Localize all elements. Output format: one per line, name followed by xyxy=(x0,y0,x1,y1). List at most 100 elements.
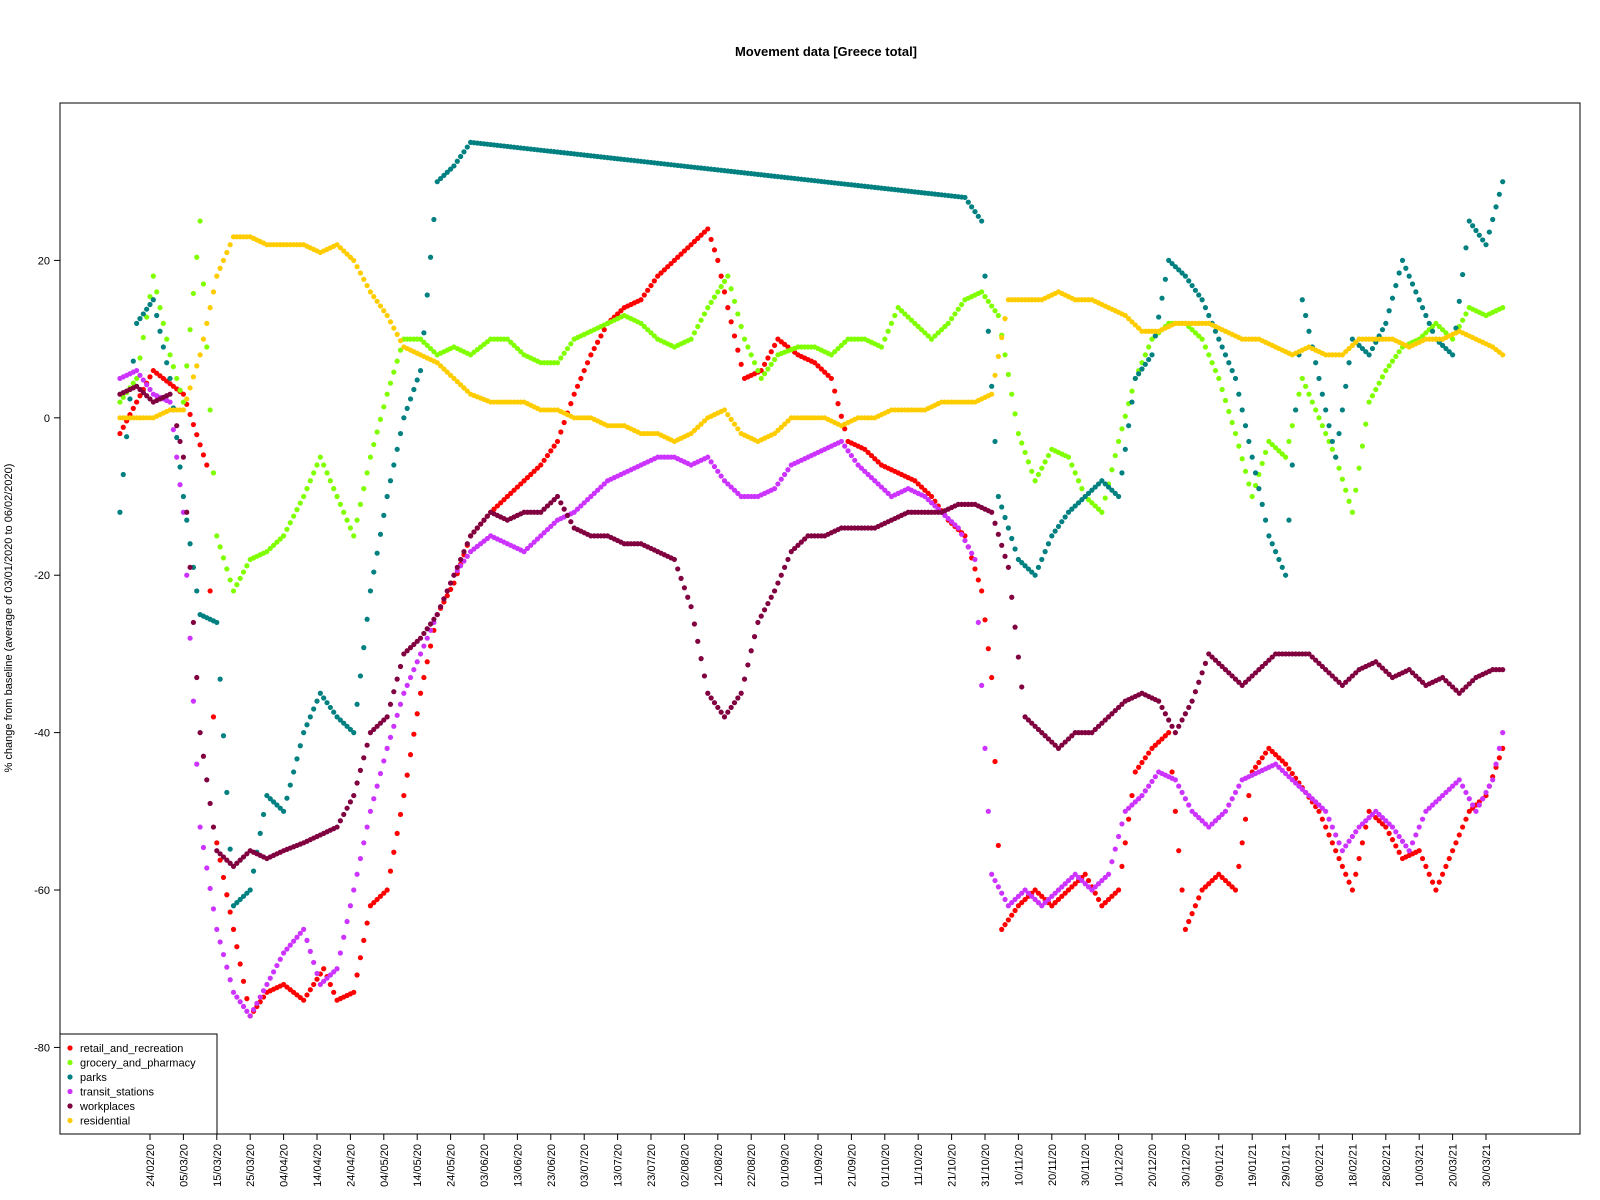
data-point xyxy=(1186,918,1192,925)
legend-label: retail_and_recreation xyxy=(80,1043,183,1055)
data-point xyxy=(1299,297,1305,303)
data-point xyxy=(1393,282,1399,289)
data-point xyxy=(765,600,771,607)
data-point xyxy=(1202,821,1209,827)
data-point xyxy=(1119,821,1125,827)
data-point xyxy=(387,319,394,325)
data-point xyxy=(1009,900,1015,906)
data-point xyxy=(354,871,360,877)
data-point xyxy=(554,360,561,366)
data-point xyxy=(1496,745,1502,751)
data-point xyxy=(835,345,841,352)
data-point xyxy=(1286,438,1292,445)
data-point xyxy=(1393,843,1399,849)
data-point xyxy=(401,415,407,421)
data-point xyxy=(1283,454,1289,460)
data-point xyxy=(1262,517,1269,523)
data-point xyxy=(945,320,951,326)
data-point xyxy=(207,800,213,807)
data-point xyxy=(227,977,233,983)
data-point xyxy=(254,1000,260,1006)
data-point xyxy=(1443,678,1449,684)
data-point xyxy=(1069,874,1075,881)
data-point xyxy=(357,501,364,507)
data-point xyxy=(411,667,417,673)
data-point xyxy=(481,517,487,523)
data-point xyxy=(564,512,571,519)
data-point xyxy=(214,273,220,279)
data-point xyxy=(985,328,991,334)
data-point xyxy=(578,503,584,509)
data-point xyxy=(1189,327,1195,333)
data-point xyxy=(164,336,170,342)
data-point xyxy=(1035,890,1042,896)
data-point xyxy=(1349,673,1355,679)
data-point xyxy=(214,619,220,626)
data-point xyxy=(237,896,243,903)
data-point xyxy=(1239,682,1245,688)
data-point xyxy=(865,471,871,478)
data-point xyxy=(421,339,427,345)
data-point xyxy=(220,257,227,264)
data-point xyxy=(424,635,430,641)
data-point xyxy=(421,330,427,336)
data-point xyxy=(932,333,938,339)
data-point xyxy=(872,456,878,462)
data-point xyxy=(244,996,250,1002)
data-point xyxy=(177,387,183,393)
data-point xyxy=(1323,824,1329,830)
data-point xyxy=(1493,204,1499,210)
data-point xyxy=(858,465,865,471)
data-point xyxy=(177,438,183,445)
data-point xyxy=(1460,317,1466,323)
data-point xyxy=(357,270,364,276)
data-point xyxy=(1283,761,1289,767)
data-point xyxy=(220,854,227,860)
data-point xyxy=(1272,445,1279,451)
data-point xyxy=(1105,714,1112,720)
data-point xyxy=(915,481,921,487)
data-point xyxy=(1099,903,1105,909)
data-point xyxy=(1025,717,1032,723)
data-point xyxy=(217,676,223,682)
data-point xyxy=(421,630,427,637)
data-point xyxy=(1356,824,1362,830)
data-point xyxy=(761,371,768,377)
data-point xyxy=(337,950,343,956)
data-point xyxy=(1095,481,1102,487)
data-point xyxy=(140,377,146,383)
data-point xyxy=(558,355,564,361)
data-point xyxy=(1476,802,1482,808)
data-point xyxy=(995,842,1001,849)
data-point xyxy=(184,363,190,369)
data-point xyxy=(1329,446,1335,452)
data-point xyxy=(1032,478,1038,484)
data-point xyxy=(989,674,995,681)
data-point xyxy=(424,292,430,298)
data-point xyxy=(1373,815,1379,821)
data-point xyxy=(437,175,444,182)
data-point xyxy=(1383,367,1389,374)
data-point xyxy=(638,320,644,326)
data-point xyxy=(394,331,400,337)
data-point xyxy=(371,441,377,448)
data-point xyxy=(1176,783,1182,789)
data-point xyxy=(985,298,991,304)
data-point xyxy=(1466,808,1472,814)
data-point xyxy=(1152,742,1158,748)
data-point xyxy=(297,930,303,936)
x-tick-label: 11/10/20 xyxy=(913,1144,925,1186)
data-point xyxy=(120,424,126,430)
data-point xyxy=(334,824,340,830)
data-point xyxy=(247,1013,253,1019)
data-point xyxy=(1229,673,1235,679)
data-point xyxy=(1035,564,1042,570)
data-point xyxy=(985,646,991,652)
data-point xyxy=(327,972,333,978)
data-point xyxy=(1259,501,1265,507)
data-point xyxy=(1149,745,1155,751)
data-point xyxy=(401,651,407,657)
data-point xyxy=(1319,816,1325,822)
data-point xyxy=(1286,766,1292,772)
data-point xyxy=(955,525,961,531)
